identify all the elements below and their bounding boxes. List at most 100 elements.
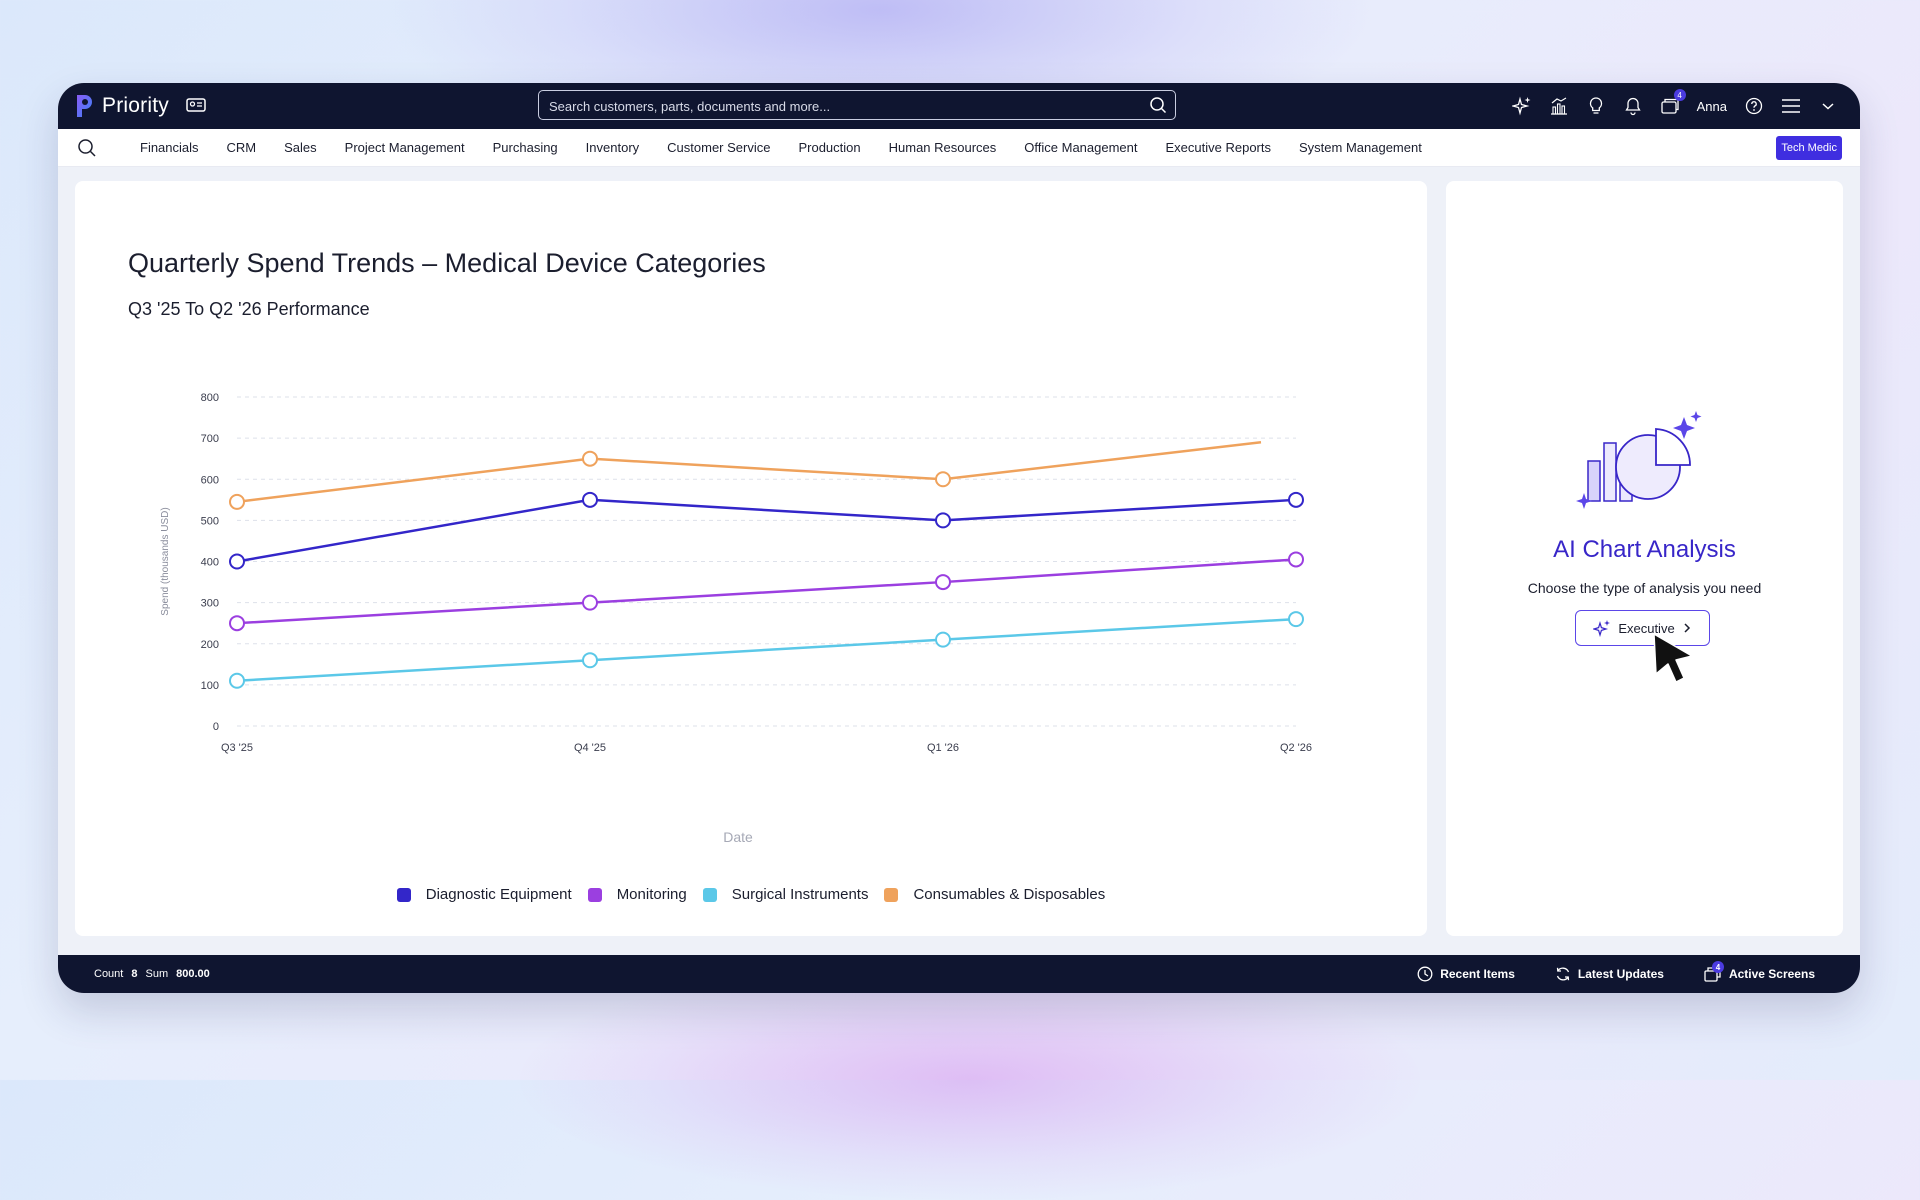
lightbulb-icon[interactable] [1586, 96, 1606, 116]
legend-item[interactable]: Monitoring [587, 886, 687, 903]
data-point [229, 553, 245, 570]
sum-value: 800.00 [176, 968, 210, 980]
executive-button-label: Executive [1618, 620, 1675, 636]
menu-item-crm[interactable]: CRM [226, 140, 257, 155]
data-point [229, 672, 245, 689]
y-tick-label: 400 [201, 557, 219, 569]
y-tick-label: 0 [213, 721, 219, 733]
y-axis-label: Spend (thousands USD) [160, 507, 171, 615]
chevron-down-icon[interactable] [1818, 96, 1838, 116]
search-input[interactable] [547, 91, 1141, 121]
hamburger-menu-icon[interactable] [1781, 96, 1801, 116]
id-card-icon[interactable] [186, 97, 206, 113]
menu-item-executive-reports[interactable]: Executive Reports [1165, 140, 1272, 155]
ai-chart-illustration-icon [1576, 411, 1702, 509]
background-glow-bottom [520, 960, 1420, 1200]
data-point [1288, 551, 1304, 568]
refresh-icon [1556, 967, 1570, 981]
legend-swatch [702, 887, 717, 902]
data-point [935, 512, 951, 529]
sum-label: Sum [145, 968, 169, 980]
module-menu-bar: Financials CRM Sales Project Management … [58, 129, 1860, 167]
y-tick-label: 800 [201, 392, 219, 404]
menu-item-project-management[interactable]: Project Management [344, 140, 465, 155]
line-chart: 0 100 200 300 400 500 600 700 800 Q3 '25 Q4 '25 Q1 … [160, 392, 1312, 845]
data-point [582, 594, 598, 611]
y-tick-label: 300 [201, 598, 219, 610]
x-tick-label: Q1 '26 [927, 742, 959, 754]
menu-item-purchasing[interactable]: Purchasing [492, 140, 558, 155]
menu-search-icon[interactable] [77, 138, 97, 158]
data-point [582, 450, 598, 467]
ai-panel-title: AI Chart Analysis [1553, 536, 1736, 563]
windows-icon[interactable]: 4 [1660, 89, 1686, 116]
legend-swatch [884, 887, 899, 902]
user-name[interactable]: Anna [1696, 98, 1727, 114]
x-axis-label: Date [723, 829, 753, 845]
priority-logo-icon [77, 95, 92, 117]
legend-item[interactable]: Consumables & Disposables [884, 886, 1105, 903]
chevron-right-icon [1684, 623, 1690, 633]
app-name: Priority [102, 94, 169, 117]
chart-title: Quarterly Spend Trends – Medical Device … [128, 248, 766, 278]
menu-item-sales[interactable]: Sales [284, 140, 317, 155]
menu-item-human-resources[interactable]: Human Resources [888, 140, 997, 155]
global-search [538, 90, 1176, 121]
tenant-badge[interactable]: Tech Medic [1776, 136, 1842, 160]
data-point [935, 471, 951, 488]
active-screens-button[interactable]: 4 Active Screens [1704, 961, 1815, 982]
legend-item[interactable]: Surgical Instruments [702, 886, 869, 903]
data-point [1288, 491, 1304, 508]
y-tick-label: 600 [201, 474, 219, 486]
y-tick-label: 200 [201, 639, 219, 651]
windows-badge: 4 [1673, 89, 1686, 101]
recent-items-button[interactable]: Recent Items [1417, 966, 1515, 982]
app-window: Priority [58, 83, 1860, 993]
mouse-cursor-icon [1653, 633, 1693, 683]
y-tick-label: 100 [201, 680, 219, 692]
data-point [1288, 611, 1304, 628]
app-logo[interactable]: Priority [74, 93, 169, 119]
module-menu: Financials CRM Sales Project Management … [126, 129, 1436, 166]
clock-icon [1417, 966, 1433, 982]
latest-updates-label: Latest Updates [1577, 967, 1664, 981]
status-summary: Count 8 Sum 800.00 [94, 955, 210, 993]
legend-item[interactable]: Diagnostic Equipment [396, 886, 572, 903]
data-point [582, 652, 598, 669]
executive-analysis-button[interactable]: Executive [1575, 610, 1710, 646]
ai-sparkle-icon[interactable] [1511, 96, 1532, 116]
latest-updates-button[interactable]: Latest Updates [1555, 966, 1664, 982]
top-toolbar: 4 Anna [1511, 83, 1838, 129]
menu-item-office-management[interactable]: Office Management [1024, 140, 1138, 155]
ai-panel-description: Choose the type of analysis you need [1527, 580, 1762, 596]
legend-label: Diagnostic Equipment [425, 886, 572, 903]
data-point [935, 574, 951, 591]
ai-analysis-panel: AI Chart Analysis Choose the type of ana… [1446, 181, 1843, 936]
legend-swatch [587, 887, 602, 902]
count-value: 8 [131, 968, 138, 980]
menu-item-financials[interactable]: Financials [140, 140, 199, 155]
series-line-surgical-instruments [236, 617, 1297, 683]
help-icon[interactable] [1744, 96, 1764, 116]
data-point [229, 615, 245, 632]
bell-icon[interactable] [1623, 96, 1643, 116]
x-tick-label: Q3 '25 [221, 742, 253, 754]
menu-item-inventory[interactable]: Inventory [585, 140, 640, 155]
chart-subtitle: Q3 '25 To Q2 '26 Performance [128, 299, 370, 319]
menu-item-system-management[interactable]: System Management [1299, 140, 1422, 155]
count-label: Count [94, 968, 124, 980]
chart-card: Quarterly Spend Trends – Medical Device … [75, 181, 1427, 936]
active-screens-label: Active Screens [1728, 967, 1815, 981]
sparkle-icon [1593, 620, 1611, 637]
chart-legend: Diagnostic Equipment Monitoring Surgical I… [75, 886, 1427, 903]
legend-label: Surgical Instruments [731, 886, 869, 903]
y-tick-label: 700 [201, 433, 219, 445]
menu-item-production[interactable]: Production [798, 140, 861, 155]
menu-item-customer-service[interactable]: Customer Service [667, 140, 771, 155]
series-line-consumables-disposables [236, 440, 1262, 504]
legend-swatch [396, 887, 411, 902]
data-point [935, 631, 951, 648]
analytics-icon[interactable] [1549, 96, 1569, 116]
search-icon[interactable] [1149, 96, 1167, 114]
active-screens-badge: 4 [1711, 961, 1724, 973]
